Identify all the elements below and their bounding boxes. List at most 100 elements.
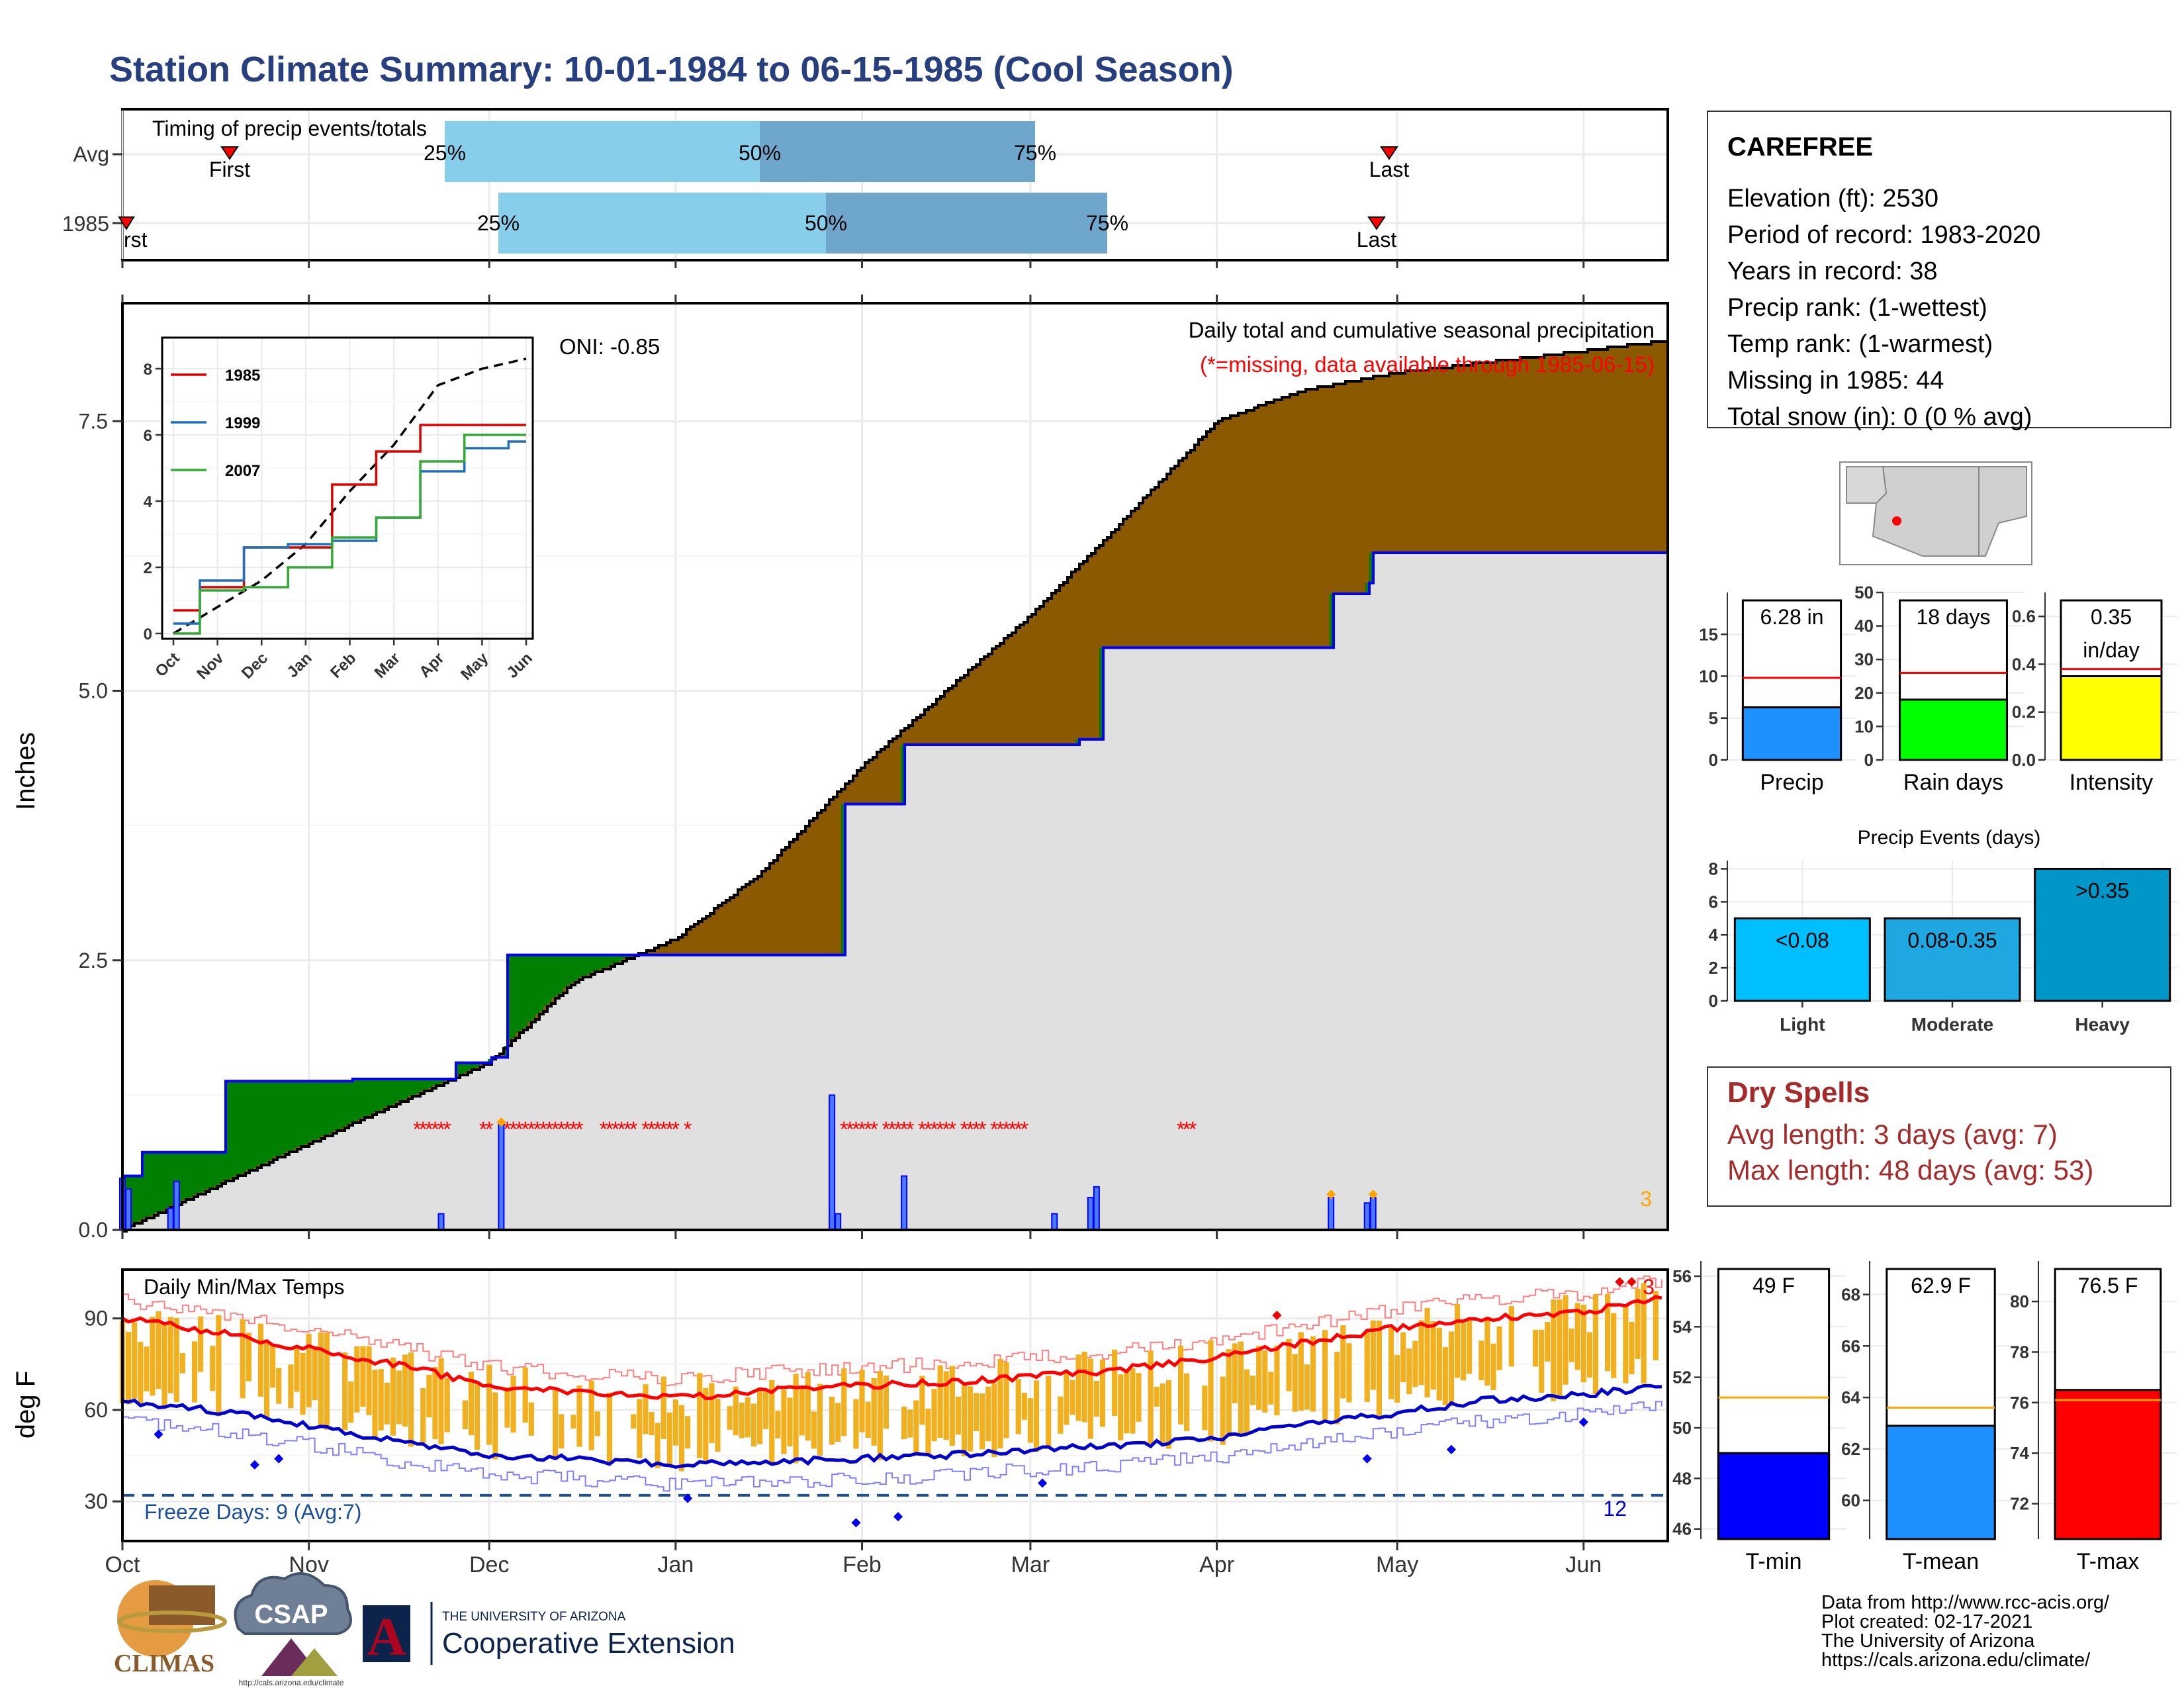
climas-text: CLIMAS (114, 1650, 214, 1677)
daily-temp-bar (1430, 1321, 1436, 1389)
daily-temp-bar (384, 1382, 390, 1425)
missing-day-marker: * (894, 1117, 902, 1141)
daily-temp-bar (408, 1352, 414, 1447)
climas-logo: CLIMAS (114, 1580, 227, 1677)
daily-temp-bar (979, 1393, 985, 1450)
daily-temp-bar (1220, 1376, 1226, 1445)
inset-avg-line (173, 357, 527, 635)
mini-ytick: 15 (1699, 624, 1718, 644)
missing-day-marker: * (888, 1117, 896, 1141)
daily-temp-bar (1454, 1303, 1461, 1378)
page-title: Station Climate Summary: 10-01-1984 to 0… (109, 50, 1234, 89)
daily-temp-bar (276, 1368, 282, 1404)
missing-day-marker: * (623, 1117, 631, 1141)
daily-temp-bar (492, 1392, 498, 1460)
daily-temp-bar (324, 1333, 330, 1430)
daily-temp-bars (119, 1283, 1659, 1472)
footer-credits: Data from http://www.rcc-acis.org/Plot c… (1821, 1592, 2110, 1671)
daily-temp-bar (799, 1388, 805, 1436)
daily-temp-bar (666, 1412, 672, 1466)
daily-temp-bar (931, 1389, 937, 1442)
daily-temp-bar (756, 1387, 763, 1444)
daily-temp-bar (985, 1386, 991, 1442)
daily-temp-bar (1580, 1304, 1586, 1383)
timing-title: Timing of precip events/totals (152, 117, 427, 140)
mini-ytick: 60 (1841, 1491, 1860, 1511)
daily-temp-bar (150, 1317, 156, 1396)
mini-ytick: 0.6 (2012, 606, 2036, 626)
mini-ytick: 0.4 (2012, 654, 2036, 674)
missing-day-marker: * (1021, 1117, 1028, 1141)
station-info-line: Elevation (ft): 2530 (1727, 185, 1938, 212)
dry-spells-avg: Avg length: 3 days (avg: 7) (1727, 1119, 2058, 1150)
first-avg-marker (220, 146, 239, 160)
daily-temp-bar (913, 1400, 919, 1455)
daily-temp-bar (444, 1378, 450, 1432)
cumulative-1985-line (122, 551, 1668, 1178)
daily-temp-bar (462, 1400, 468, 1430)
daily-temp-bar (1611, 1313, 1617, 1378)
footer-line: Data from http://www.rcc-acis.org/ (1821, 1592, 2110, 1613)
dry-spells-max: Max length: 48 days (avg: 53) (1727, 1154, 2093, 1186)
missing-day-marker: * (557, 1117, 565, 1141)
daily-temp-bar (486, 1364, 492, 1445)
daily-temp-bar (1238, 1341, 1244, 1436)
station-name: CAREFREE (1727, 132, 1873, 162)
daily-temp-bar (1539, 1329, 1545, 1393)
mini-ytick: 10 (1854, 716, 1874, 736)
daily-temp-bar (727, 1406, 733, 1430)
csap-url: http://cals.arizona.edu/climate (239, 1678, 344, 1687)
daily-temp-bar (1340, 1325, 1346, 1399)
daily-temp-bar (745, 1397, 751, 1438)
mini-ytick: 76 (2010, 1393, 2029, 1413)
daily-temp-bar (1412, 1340, 1418, 1387)
missing-day-marker: * (1177, 1117, 1185, 1141)
summary-label: T-min (1746, 1549, 1802, 1574)
daily-temp-bar (426, 1374, 432, 1418)
daily-temp-bar (216, 1315, 222, 1417)
precip-ytick: 7.5 (79, 409, 108, 433)
events-category: Heavy (2075, 1014, 2130, 1035)
avg-cumulative-line (122, 340, 1668, 1233)
timing-avg-50: 50% (739, 141, 781, 165)
daily-temp-bar (733, 1386, 739, 1436)
intensity-bar: 0.0 0.2 0.4 0.6 0.35 in/day Intensity (2012, 592, 2177, 795)
daily-temp-bar (156, 1311, 161, 1389)
inset-ytick: 2 (144, 559, 152, 577)
daily-temp-bar (961, 1385, 968, 1456)
daily-temp-bar (1112, 1349, 1118, 1416)
daily-temp-bar (1081, 1351, 1087, 1423)
daily-temp-bar (300, 1352, 306, 1415)
daily-temp-bar (811, 1411, 817, 1449)
daily-temp-bar (468, 1372, 475, 1436)
daily-temp-bar (901, 1407, 907, 1440)
temp-title: Daily Min/Max Temps (144, 1275, 344, 1299)
daily-temp-bar (1130, 1368, 1136, 1434)
daily-temp-bar (1635, 1288, 1641, 1359)
daily-temp-bar (1154, 1386, 1160, 1407)
daily-precip-bar (1363, 1202, 1371, 1231)
daily-temp-bar (588, 1380, 594, 1450)
missing-day-marker: * (1002, 1117, 1010, 1141)
inset-legend-1985: 1985 (225, 367, 260, 385)
daily-temp-bar (631, 1414, 637, 1429)
mini-ytick: 66 (1841, 1336, 1860, 1356)
daily-temp-bar (637, 1399, 643, 1458)
daily-temp-bar (817, 1383, 823, 1456)
daily-precip-bar (1369, 1197, 1377, 1231)
inset-series-2007 (173, 434, 526, 635)
daily-temp-bar (1388, 1328, 1394, 1399)
timing-1985-75: 75% (1086, 211, 1128, 235)
daily-temp-bar (378, 1369, 384, 1430)
station-location-dot (1892, 516, 1901, 526)
daily-temp-bar (697, 1373, 703, 1458)
daily-temp-bar (1484, 1317, 1490, 1386)
tmin-bar: 46 48 50 52 54 56 49 F T-min (1672, 1261, 1846, 1574)
daily-temp-bar (1268, 1372, 1274, 1405)
mini-ytick: 50 (1672, 1418, 1692, 1438)
daily-precip-bar (1093, 1186, 1100, 1231)
missing-day-marker: * (425, 1117, 433, 1141)
daily-temp-bar (1274, 1345, 1280, 1416)
